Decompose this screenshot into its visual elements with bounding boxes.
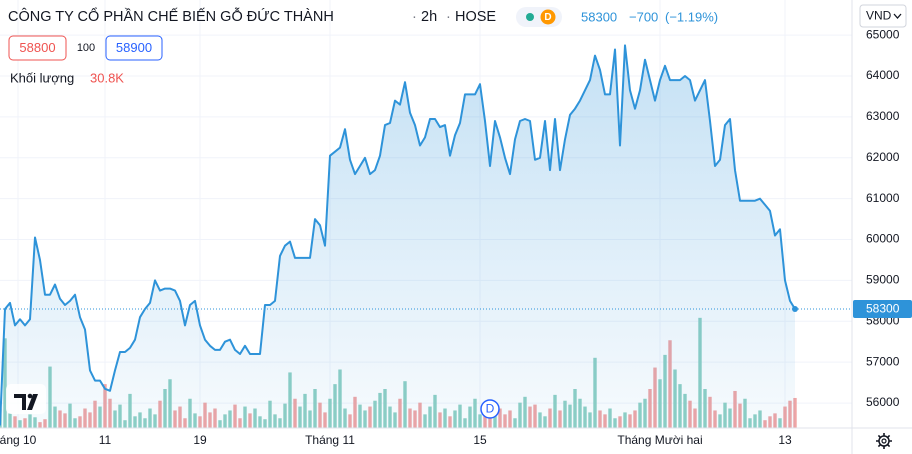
x-tick-label: 13 [778, 433, 792, 447]
last-price-label: 58300 [866, 302, 900, 316]
area-fill [0, 45, 795, 429]
x-tick-label: Tháng 11 [305, 433, 355, 447]
chart-title: CÔNG TY CỔ PHẦN CHẾ BIẾN GỖ ĐỨC THÀNH [8, 7, 334, 25]
y-tick-label: 61000 [866, 191, 900, 205]
ask-box[interactable] [105, 35, 163, 61]
price-change-pct: (−1.19%) [665, 9, 718, 24]
y-tick-label: 57000 [866, 354, 900, 368]
y-tick-label: 65000 [866, 27, 900, 41]
ask: 58900 [116, 40, 152, 55]
bid: 58800 [19, 40, 55, 55]
status-dot [526, 13, 534, 21]
status-badge-text: D [544, 12, 551, 23]
x-tick-label: 15 [473, 433, 487, 447]
currency: VND [866, 9, 892, 23]
tv-logo [6, 384, 46, 414]
y-tick-label: 60000 [866, 232, 900, 246]
last-price-dot [792, 306, 798, 313]
x-tick-label: 19 [193, 433, 207, 447]
y-tick-label: 63000 [866, 109, 900, 123]
volume-name: Khối lượng [10, 70, 74, 85]
last-price-box [853, 300, 912, 319]
dropdown-arrow [893, 13, 902, 19]
y-tick-label: 59000 [866, 273, 900, 287]
last-price: 58300 [581, 9, 617, 24]
event-marker [480, 399, 500, 419]
price-change: −700 [629, 9, 658, 24]
currency-select[interactable] [859, 4, 907, 28]
bid-box[interactable] [8, 35, 67, 61]
x-tick-label: 11 [99, 433, 112, 447]
volume-value: 30.8K [90, 70, 124, 85]
spread: 100 [77, 42, 95, 54]
y-tick-label: 62000 [866, 150, 900, 164]
event-label: D [486, 402, 495, 416]
y-tick-label: 56000 [866, 395, 900, 409]
separator: · [412, 9, 417, 25]
status-badge [540, 9, 556, 25]
price-line [0, 44, 796, 426]
interval: 2h [421, 9, 437, 25]
separator: · [446, 9, 451, 25]
x-tick-label: Tháng Mười hai [617, 433, 702, 447]
settings-button[interactable] [876, 433, 892, 449]
y-tick-label: 64000 [866, 68, 900, 82]
exchange: HOSE [455, 9, 496, 25]
x-tick-label: áng 10 [0, 433, 37, 447]
